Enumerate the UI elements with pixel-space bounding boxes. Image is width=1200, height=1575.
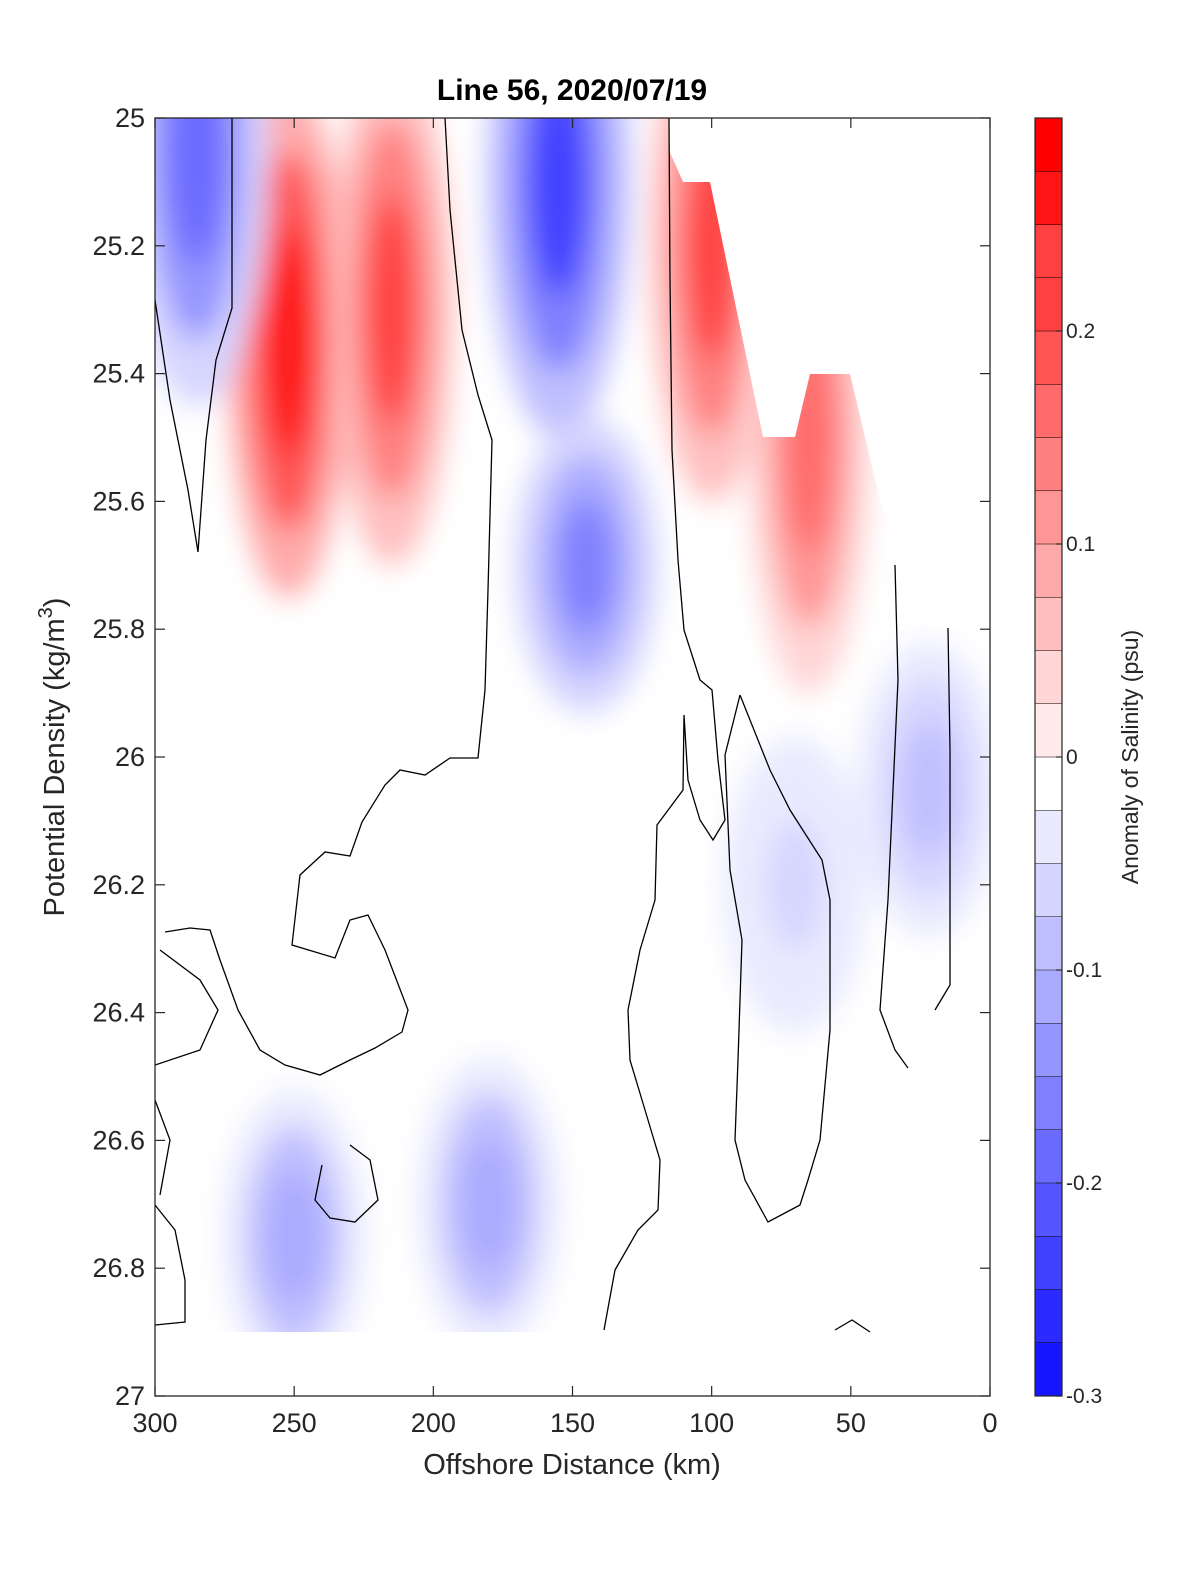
zero-contour-8: [724, 694, 831, 1223]
colorbar-band-14: [1035, 650, 1062, 705]
y-tick-label-27: 27: [115, 1381, 145, 1411]
zero-contour-5: [155, 1204, 186, 1326]
colorbar-band-19: [1035, 384, 1062, 438]
colorbar-band-9: [1035, 916, 1062, 971]
y-axis-label-close: ): [39, 598, 71, 608]
no-data-region: [669, 118, 990, 628]
y-tick-label-25.2: 25.2: [92, 231, 145, 261]
colorbar: -0.3 -0.2 -0.1 0 0.1 0.2: [1035, 118, 1102, 1408]
zero-contour-10: [934, 627, 951, 1011]
y-tick-label-25: 25: [115, 103, 145, 133]
x-axis-label: Offshore Distance (km): [423, 1449, 721, 1481]
colorbar-band-17: [1035, 490, 1062, 545]
x-tick-label-200: 200: [411, 1408, 456, 1438]
anomaly-cell-core-11: [767, 818, 824, 951]
x-tick-label-100: 100: [689, 1408, 734, 1438]
colorbar-band-22: [1035, 224, 1062, 279]
colorbar-tick-label--0.3: -0.3: [1066, 1385, 1102, 1408]
colorbar-band-12: [1035, 757, 1062, 811]
zero-contour-1: [155, 118, 233, 553]
colorbar-band-24: [1035, 118, 1062, 172]
anomaly-cell-core-7: [168, 118, 225, 264]
anomaly-field: [155, 118, 990, 1332]
x-axis: 300 250 200 150 100 50 0: [132, 118, 998, 1438]
y-tick-label-25.6: 25.6: [92, 486, 145, 516]
chart-title: Line 56, 2020/07/19: [437, 74, 707, 107]
colorbar-band-20: [1035, 331, 1062, 385]
y-tick-label-26.4: 26.4: [92, 998, 145, 1028]
colorbar-tick-label-0: 0: [1066, 746, 1078, 769]
colorbar-band-6: [1035, 1076, 1062, 1131]
zero-contour-11: [834, 1319, 871, 1333]
y-axis-label-main: Potential Density (kg/m: [39, 618, 71, 916]
zero-contours: [155, 118, 951, 1333]
zero-contour-9: [879, 564, 909, 1069]
anomaly-cell-core-6: [558, 499, 615, 632]
colorbar-band-11: [1035, 810, 1062, 864]
colorbar-band-7: [1035, 1023, 1062, 1077]
anomaly-cell-core-9: [461, 1138, 517, 1271]
anomaly-cell-core-8: [266, 1170, 323, 1303]
colorbar-band-23: [1035, 171, 1062, 225]
colorbar-band-4: [1035, 1183, 1062, 1237]
y-axis-label: Potential Density (kg/m3): [35, 598, 71, 917]
y-axis: 25 25.2 25.4 25.6 25.8 26 26.2 26.4 26.6 26.8 27: [92, 103, 990, 1411]
colorbar-frame: [1034, 117, 1063, 1397]
anomaly-cell-core-10: [900, 722, 957, 855]
anomaly-cell-core-1: [264, 227, 313, 456]
colorbar-band-8: [1035, 970, 1062, 1024]
colorbar-band-10: [1035, 863, 1062, 918]
y-tick-label-25.8: 25.8: [92, 614, 145, 644]
colorbar-band-15: [1035, 597, 1062, 651]
zero-contour-6: [314, 1144, 379, 1223]
colorbar-band-18: [1035, 437, 1062, 492]
colorbar-tick-label-0.2: 0.2: [1066, 320, 1095, 343]
x-tick-label-50: 50: [836, 1408, 866, 1438]
x-tick-label-0: 0: [982, 1408, 997, 1438]
colorbar-band-1: [1035, 1342, 1062, 1397]
y-tick-label-25.4: 25.4: [92, 359, 145, 389]
colorbar-band-3: [1035, 1236, 1062, 1290]
zero-contour-4: [155, 1099, 171, 1196]
colorbar-band-13: [1035, 703, 1062, 758]
colorbar-tick-label--0.1: -0.1: [1066, 959, 1102, 982]
zero-contour-2: [164, 118, 493, 1076]
y-tick-label-26: 26: [115, 742, 145, 772]
anomaly-cell-core-2: [367, 195, 416, 424]
x-tick-label-300: 300: [132, 1408, 177, 1438]
x-tick-label-150: 150: [550, 1408, 595, 1438]
colorbar-tick-label-0.1: 0.1: [1066, 533, 1095, 556]
x-tick-label-250: 250: [272, 1408, 317, 1438]
zero-contour-7: [603, 118, 726, 1331]
colorbar-band-21: [1035, 277, 1062, 332]
colorbar-band-2: [1035, 1289, 1062, 1344]
y-axis-label-superscript: 3: [35, 607, 57, 618]
colorbar-tick-label--0.2: -0.2: [1066, 1172, 1102, 1195]
y-tick-label-26.2: 26.2: [92, 870, 145, 900]
colorbar-band-5: [1035, 1129, 1062, 1184]
zero-contour-3: [155, 949, 219, 1066]
colorbar-label: Anomaly of Salinity (psu): [1117, 630, 1143, 884]
anomaly-cell-core-5: [530, 118, 587, 296]
y-tick-label-26.6: 26.6: [92, 1125, 145, 1155]
colorbar-band-16: [1035, 544, 1062, 598]
y-tick-label-26.8: 26.8: [92, 1253, 145, 1283]
